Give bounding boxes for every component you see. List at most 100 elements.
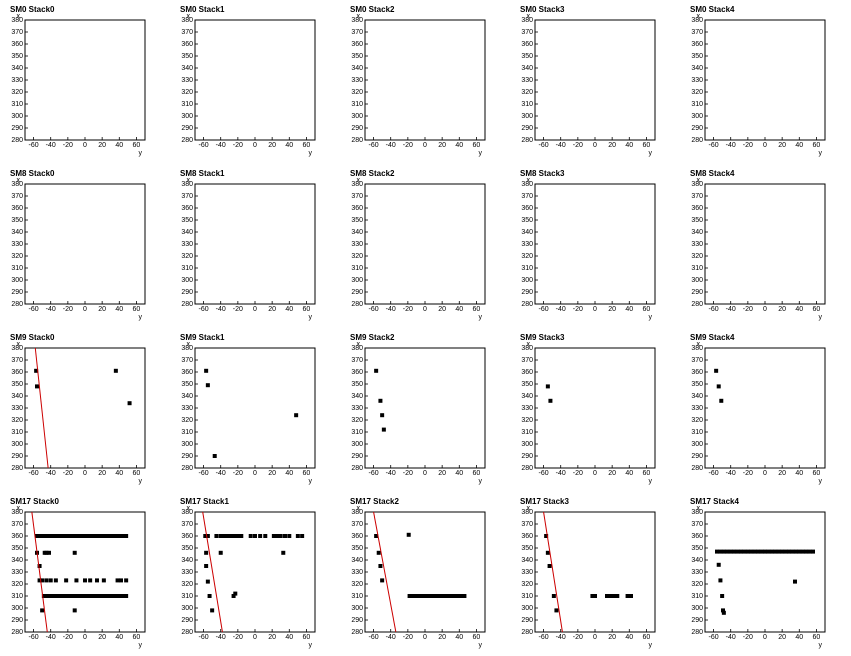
x-tick-label: -20 <box>233 142 243 149</box>
point <box>107 534 111 538</box>
point <box>113 368 118 373</box>
y-tick-label: 360 <box>521 205 533 212</box>
x-tick-label: 60 <box>303 142 311 149</box>
point <box>62 534 67 538</box>
point <box>117 534 122 538</box>
point <box>55 534 60 538</box>
point <box>742 549 747 554</box>
y-tick-label: 330 <box>691 241 703 248</box>
y-tick-label: 300 <box>11 113 23 120</box>
point <box>89 594 94 598</box>
y-tick-label: 280 <box>691 629 703 636</box>
y-tick-label: 350 <box>351 53 363 60</box>
y-tick-label: 340 <box>351 393 363 400</box>
point <box>48 594 53 598</box>
point <box>59 534 63 538</box>
x-tick-label: 0 <box>763 306 767 313</box>
point <box>210 608 215 613</box>
point <box>728 549 733 554</box>
point <box>62 594 67 598</box>
y-tick-label: 340 <box>521 65 533 72</box>
point <box>124 594 129 598</box>
y-tick-label: 320 <box>521 253 533 260</box>
point <box>378 564 383 568</box>
y-tick-label: 350 <box>691 381 703 388</box>
point <box>35 384 39 389</box>
x-tick-label: -40 <box>386 634 396 641</box>
point <box>214 534 219 538</box>
y-tick-label: 290 <box>181 617 193 624</box>
point <box>593 594 597 598</box>
y-tick-label: 300 <box>351 441 363 448</box>
point <box>718 549 723 554</box>
y-tick-label: 330 <box>181 77 193 84</box>
y-tick-label: 310 <box>521 101 533 108</box>
y-tick-label: 300 <box>691 113 703 120</box>
point <box>763 549 767 554</box>
y-tick-label: 320 <box>11 89 23 96</box>
point <box>608 594 613 598</box>
y-tick-label: 310 <box>11 593 23 600</box>
panel-title: SM9 Stack1 <box>180 333 225 342</box>
x-axis-label: y <box>139 478 143 485</box>
x-tick-label: 40 <box>795 634 803 641</box>
x-tick-label: 60 <box>643 142 651 149</box>
point <box>716 384 721 389</box>
plot-frame <box>24 183 146 305</box>
y-tick-label: 280 <box>521 629 533 636</box>
x-tick-label: 20 <box>438 634 446 641</box>
x-axis-label: y <box>479 642 483 649</box>
point <box>452 594 457 598</box>
x-tick-label: 0 <box>593 470 597 477</box>
y-tick-label: 300 <box>691 441 703 448</box>
point <box>45 594 50 598</box>
point <box>48 534 53 538</box>
y-tick-label: 350 <box>521 545 533 552</box>
y-tick-label: 370 <box>521 29 533 36</box>
x-tick-label: -40 <box>216 470 226 477</box>
y-axis-label: x <box>357 505 361 512</box>
point <box>275 534 280 538</box>
y-tick-label: 280 <box>181 465 193 472</box>
x-tick-label: 20 <box>438 306 446 313</box>
panel-title: SM17 Stack0 <box>10 497 59 506</box>
point <box>294 413 299 418</box>
point <box>611 594 616 598</box>
x-tick-label: 0 <box>83 470 87 477</box>
point <box>232 534 237 538</box>
x-tick-label: -60 <box>369 306 379 313</box>
fit-line <box>202 511 223 633</box>
y-tick-label: 280 <box>11 301 23 308</box>
y-tick-label: 290 <box>351 617 363 624</box>
point <box>79 534 84 538</box>
y-tick-label: 340 <box>691 65 703 72</box>
point <box>759 549 764 554</box>
point <box>421 594 426 598</box>
x-tick-label: 20 <box>778 142 786 149</box>
x-tick-label: -60 <box>199 306 209 313</box>
x-tick-label: -60 <box>539 634 549 641</box>
point <box>218 550 223 555</box>
y-tick-label: 300 <box>521 277 533 284</box>
x-tick-label: 20 <box>608 306 616 313</box>
y-tick-label: 290 <box>691 125 703 132</box>
y-tick-label: 280 <box>181 137 193 144</box>
point <box>74 578 79 583</box>
x-axis-label: y <box>479 314 483 321</box>
point <box>424 594 429 598</box>
point <box>89 534 94 538</box>
x-tick-label: 60 <box>303 470 311 477</box>
y-tick-label: 350 <box>181 217 193 224</box>
y-tick-label: 380 <box>691 17 703 24</box>
point <box>790 549 795 554</box>
x-axis-label: y <box>819 642 823 649</box>
y-tick-label: 380 <box>11 181 23 188</box>
x-tick-label: 40 <box>795 470 803 477</box>
point <box>44 578 49 583</box>
x-tick-label: -40 <box>556 306 566 313</box>
plot-frame <box>24 19 146 141</box>
x-axis-label: y <box>649 314 653 321</box>
y-tick-label: 290 <box>11 617 23 624</box>
